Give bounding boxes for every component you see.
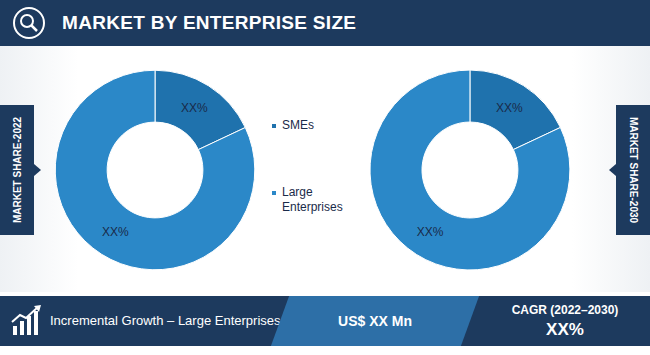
html-text:US$ XX Mn: US$ XX Mn	[338, 313, 412, 329]
html-text:XX%: XX%	[546, 320, 584, 339]
svg-text:XX%: XX%	[102, 225, 129, 239]
svg-text:XX%: XX%	[181, 101, 208, 115]
html-text:Incremental Growth – Large Ent: Incremental Growth – Large Enterprises	[50, 313, 281, 328]
html-text:Large Enterprises: Large Enterprises	[282, 185, 343, 214]
html-text:MARKET SHARE-2022: MARKET SHARE-2022	[11, 116, 23, 224]
svg-text:XX%: XX%	[417, 225, 444, 239]
html-text:SMEs: SMEs	[282, 118, 314, 132]
html-text:CAGR (2022–2030): CAGR (2022–2030)	[511, 303, 619, 317]
svg-text:XX%: XX%	[496, 101, 523, 115]
html-text:MARKET SHARE-2030: MARKET SHARE-2030	[627, 116, 639, 224]
html-text:MARKET BY ENTERPRISE SIZE: MARKET BY ENTERPRISE SIZE	[62, 12, 357, 33]
